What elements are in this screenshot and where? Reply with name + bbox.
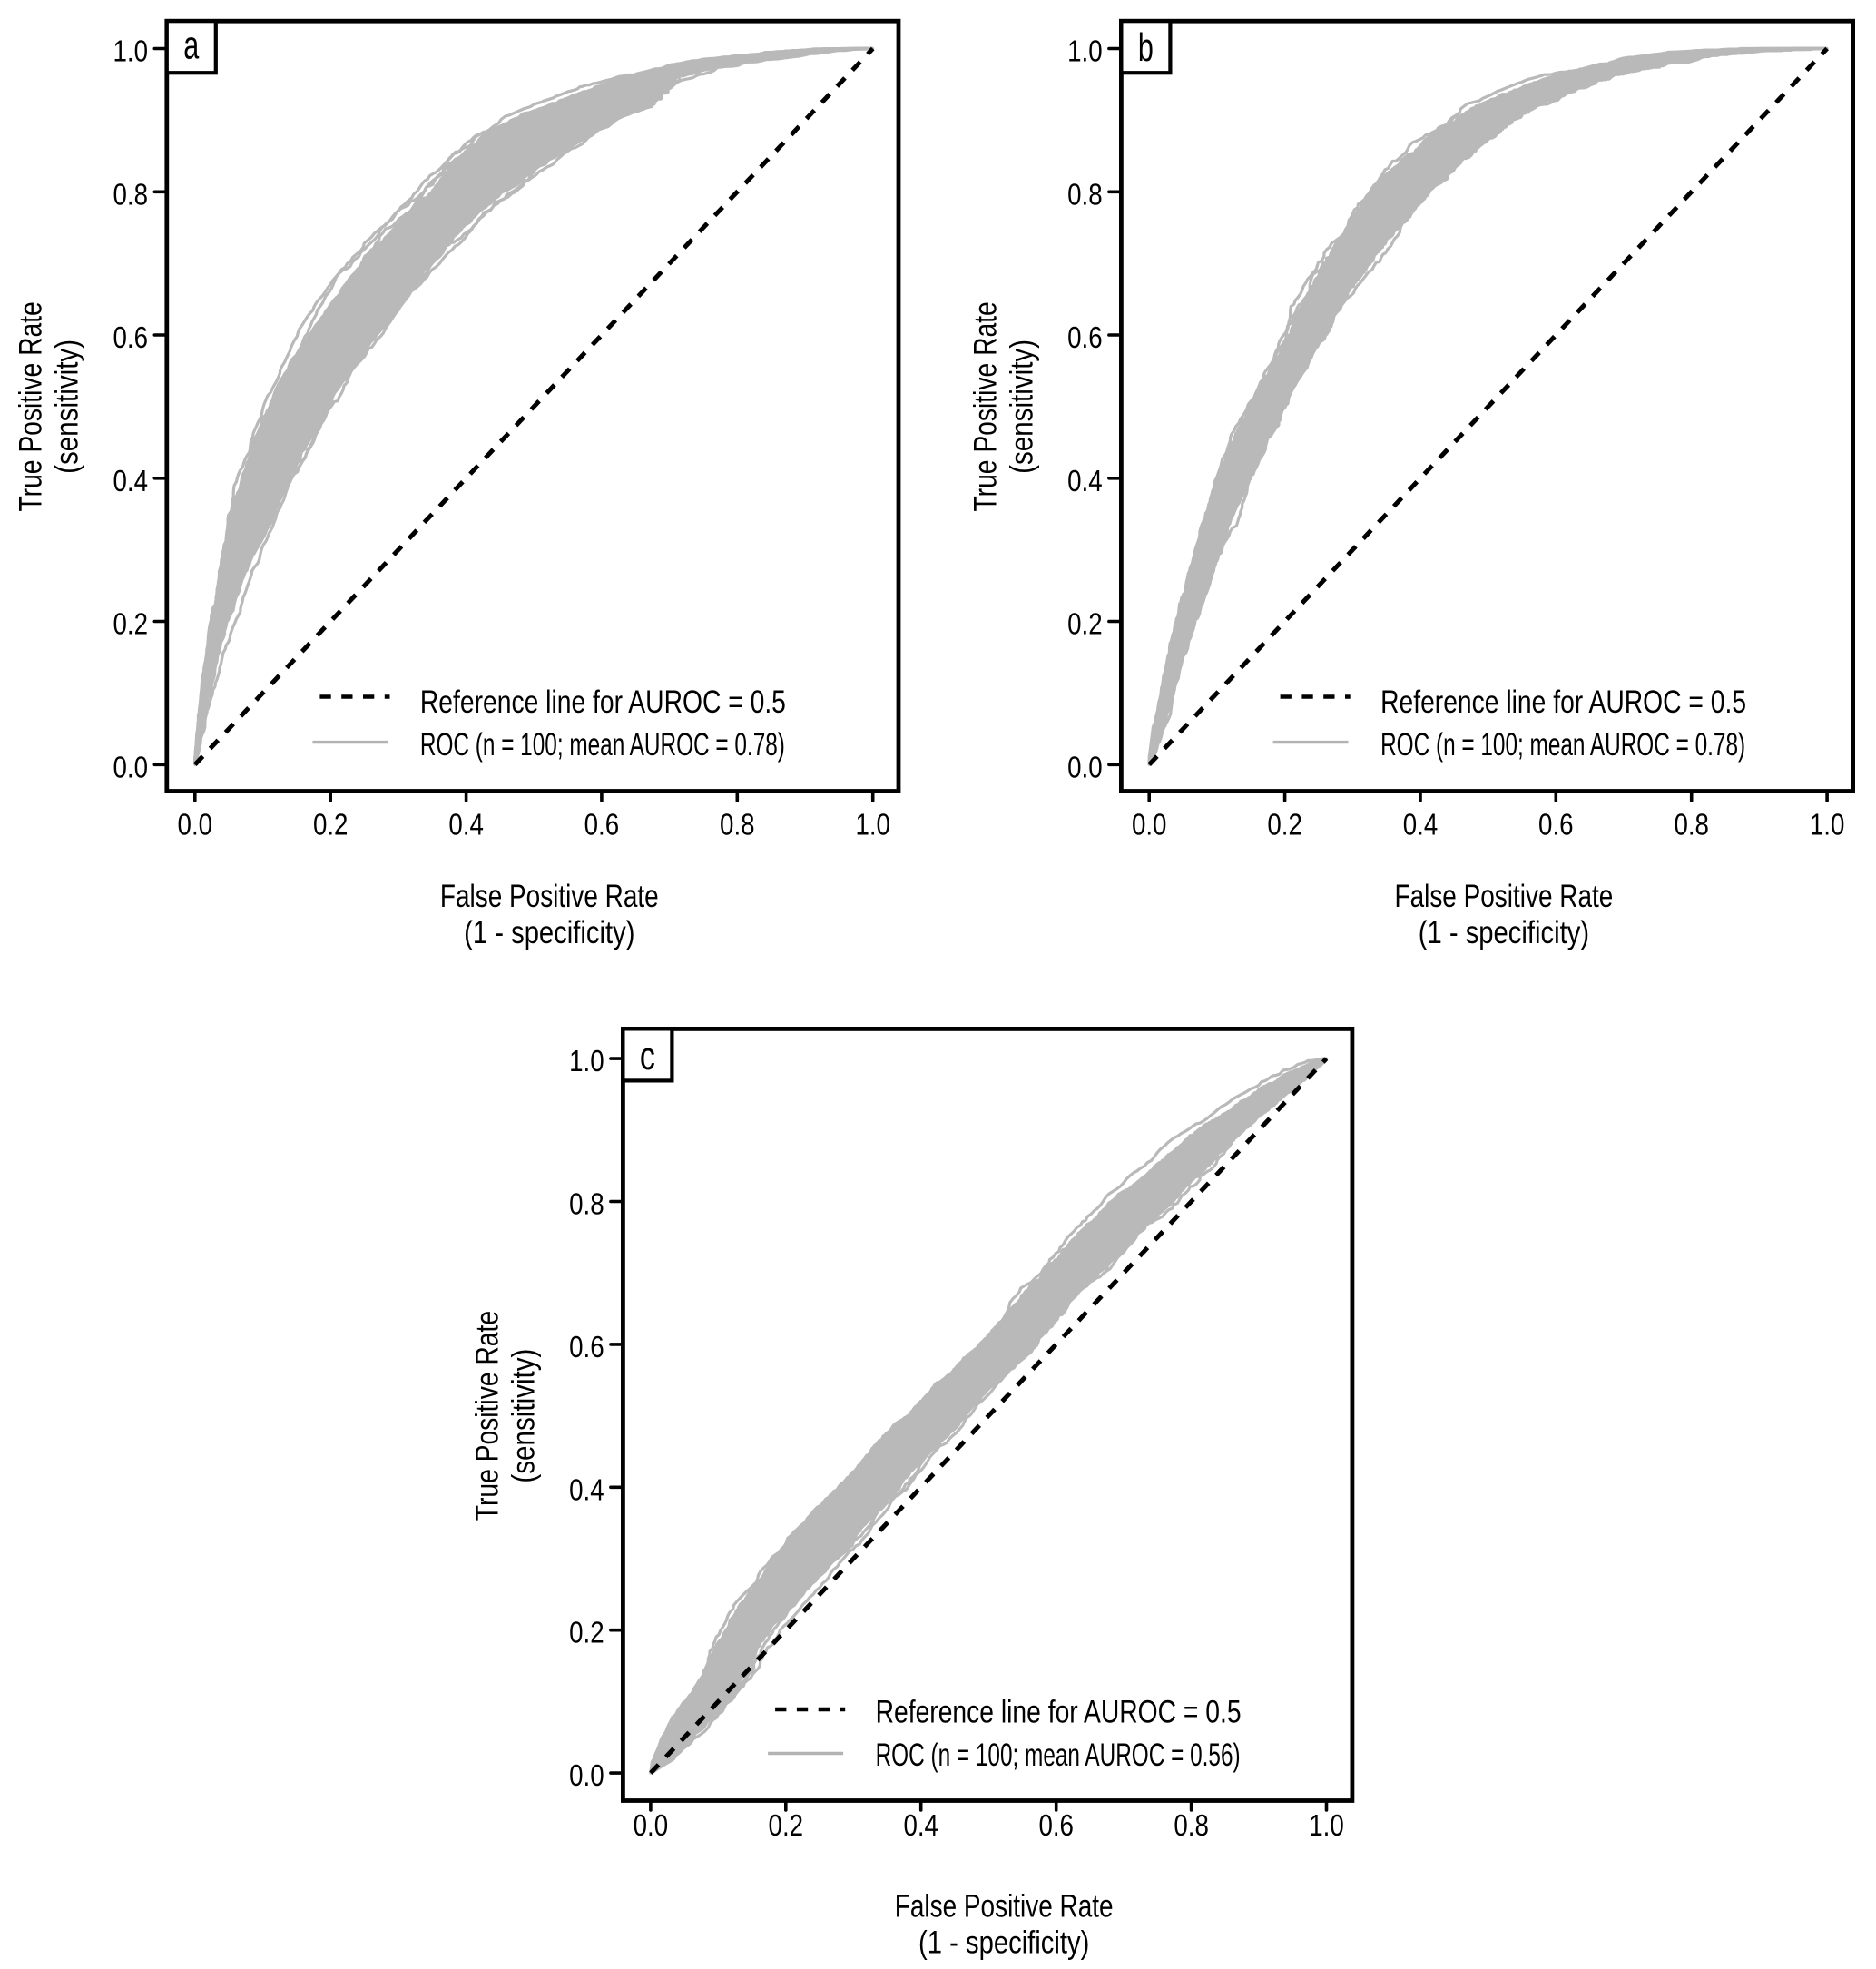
svg-text:b: b xyxy=(1138,25,1154,70)
svg-text:0.8: 0.8 xyxy=(569,1187,604,1221)
svg-text:0.8: 0.8 xyxy=(1174,1808,1209,1842)
svg-text:0.4: 0.4 xyxy=(903,1808,938,1842)
svg-text:0.0: 0.0 xyxy=(569,1758,604,1792)
svg-text:1.0: 1.0 xyxy=(569,1044,604,1078)
svg-text:False Positive Rate: False Positive Rate xyxy=(895,1888,1114,1925)
svg-text:0.0: 0.0 xyxy=(1067,750,1103,783)
svg-text:0.6: 0.6 xyxy=(113,320,149,354)
svg-text:1.0: 1.0 xyxy=(113,34,149,68)
svg-text:1.0: 1.0 xyxy=(1309,1808,1344,1842)
svg-text:Reference line for AUROC = 0.5: Reference line for AUROC = 0.5 xyxy=(876,1694,1242,1730)
svg-text:(sensitivity): (sensitivity) xyxy=(49,340,85,474)
svg-text:0.8: 0.8 xyxy=(1067,177,1103,211)
svg-text:0.2: 0.2 xyxy=(1267,808,1302,842)
svg-text:(1 - specificity): (1 - specificity) xyxy=(1419,914,1589,950)
svg-text:0.0: 0.0 xyxy=(113,750,149,783)
svg-text:ROC (n = 100; mean AUROC = 0.5: ROC (n = 100; mean AUROC = 0.56) xyxy=(876,1737,1241,1773)
svg-text:0.4: 0.4 xyxy=(1403,808,1439,842)
svg-text:1.0: 1.0 xyxy=(1810,808,1845,842)
svg-text:0.0: 0.0 xyxy=(634,1808,669,1842)
svg-text:False Positive Rate: False Positive Rate xyxy=(1395,878,1614,914)
svg-text:0.8: 0.8 xyxy=(113,177,149,211)
svg-text:True Positive Rate: True Positive Rate xyxy=(967,301,1003,511)
svg-text:Reference line for AUROC = 0.5: Reference line for AUROC = 0.5 xyxy=(420,684,786,720)
svg-text:True Positive Rate: True Positive Rate xyxy=(13,301,49,511)
svg-text:1.0: 1.0 xyxy=(1067,34,1103,68)
svg-text:0.4: 0.4 xyxy=(448,808,484,842)
svg-text:ROC (n = 100; mean AUROC = 0.7: ROC (n = 100; mean AUROC = 0.78) xyxy=(1380,726,1745,763)
svg-text:1.0: 1.0 xyxy=(855,808,890,842)
svg-text:0.4: 0.4 xyxy=(113,464,149,497)
svg-text:(sensitivity): (sensitivity) xyxy=(1003,340,1039,474)
svg-text:True Positive Rate: True Positive Rate xyxy=(468,1311,505,1521)
svg-text:0.6: 0.6 xyxy=(1538,808,1574,842)
svg-text:0.2: 0.2 xyxy=(1067,607,1103,641)
svg-text:0.6: 0.6 xyxy=(1067,320,1103,354)
svg-text:0.4: 0.4 xyxy=(569,1472,604,1506)
svg-text:(1 - specificity): (1 - specificity) xyxy=(918,1925,1089,1961)
svg-text:0.8: 0.8 xyxy=(720,808,755,842)
svg-text:0.0: 0.0 xyxy=(178,808,213,842)
svg-text:False Positive Rate: False Positive Rate xyxy=(440,878,659,914)
svg-text:0.6: 0.6 xyxy=(1038,1808,1074,1842)
svg-text:0.6: 0.6 xyxy=(584,808,620,842)
svg-text:ROC (n = 100; mean AUROC = 0.7: ROC (n = 100; mean AUROC = 0.78) xyxy=(420,726,785,763)
svg-text:(1 - specificity): (1 - specificity) xyxy=(464,914,634,950)
svg-text:0.6: 0.6 xyxy=(569,1330,604,1364)
svg-text:c: c xyxy=(640,1034,655,1078)
svg-text:0.4: 0.4 xyxy=(1067,464,1103,497)
svg-text:0.8: 0.8 xyxy=(1674,808,1709,842)
svg-text:0.2: 0.2 xyxy=(313,808,349,842)
svg-text:0.0: 0.0 xyxy=(1132,808,1167,842)
svg-text:a: a xyxy=(183,24,199,68)
svg-text:Reference line for AUROC = 0.5: Reference line for AUROC = 0.5 xyxy=(1380,684,1746,720)
svg-text:0.2: 0.2 xyxy=(569,1616,604,1649)
svg-text:0.2: 0.2 xyxy=(113,607,149,641)
svg-text:(sensitivity): (sensitivity) xyxy=(505,1349,541,1483)
svg-text:0.2: 0.2 xyxy=(769,1808,804,1842)
